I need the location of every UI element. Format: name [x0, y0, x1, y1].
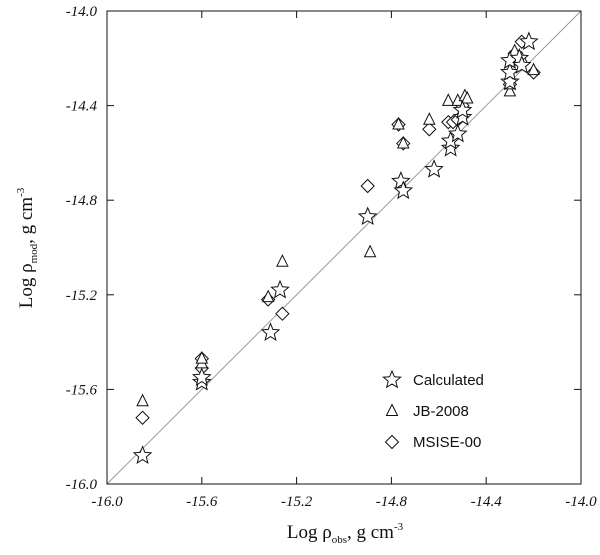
diamond-point — [360, 178, 375, 194]
legend-label-msise00: MSISE-00 — [413, 434, 481, 451]
y-axis-title: Log ρmod, g cm-3 — [15, 187, 40, 308]
star-point — [500, 62, 520, 81]
star-point — [424, 159, 444, 178]
x-tick-label: -16.0 — [91, 494, 123, 510]
star-point — [191, 367, 212, 386]
triangle-point — [136, 393, 149, 407]
axis-ticks: -16.0 -15.6 -15.2 -14.8 -14.4 -14.0 -16.0 -15.6… — [66, 4, 597, 510]
triangle-point — [276, 254, 289, 267]
legend-star-icon — [382, 369, 402, 389]
reference-line — [106, 10, 582, 485]
triangle-point — [503, 83, 517, 97]
star-point — [500, 71, 520, 91]
triangle-point — [392, 116, 405, 130]
y-tick-label: -14.0 — [66, 4, 98, 20]
y-tick-label: -15.2 — [66, 288, 98, 304]
star-point — [519, 31, 539, 51]
star-point — [447, 123, 468, 143]
triangle-point — [396, 135, 410, 149]
y-tick-label: -14.8 — [66, 193, 98, 209]
legend: Calculated JB-2008 MSISE-00 — [382, 369, 484, 451]
y-tick-label: -14.4 — [66, 99, 98, 115]
triangle-point — [261, 289, 275, 303]
star-point — [452, 107, 473, 126]
x-tick-label: -14.0 — [565, 494, 597, 510]
triangle-point — [195, 351, 209, 364]
triangle-point — [423, 112, 436, 125]
triangle-point — [527, 62, 540, 76]
x-tick-label: -15.2 — [281, 494, 313, 510]
star-point — [393, 180, 414, 200]
star-point — [440, 137, 461, 157]
legend-diamond-icon — [384, 434, 400, 450]
legend-label-jb2008: JB-2008 — [413, 403, 469, 420]
star-point — [391, 170, 411, 190]
triangle-point — [363, 244, 377, 258]
diamond-point — [275, 306, 290, 321]
diamond-point — [422, 122, 437, 137]
triangle-point — [460, 90, 474, 104]
x-tick-label: -14.4 — [471, 494, 503, 510]
legend-icons — [382, 369, 402, 450]
data-points — [132, 31, 541, 464]
star-point — [270, 279, 290, 299]
star-point — [511, 55, 532, 74]
x-axis-title: Log ρobs, g cm-3 — [287, 521, 404, 546]
plot-frame — [106, 10, 582, 485]
legend-label-calculated: Calculated — [413, 372, 484, 389]
star-point — [452, 99, 473, 119]
diamond-point — [135, 410, 150, 425]
x-tick-label: -14.8 — [376, 494, 408, 510]
y-tick-label: -15.6 — [66, 382, 98, 398]
x-tick-label: -15.6 — [186, 494, 218, 510]
star-point — [260, 322, 281, 341]
star-point — [132, 445, 153, 464]
triangle-point — [441, 93, 455, 106]
y-tick-label: -16.0 — [66, 477, 98, 493]
star-point — [357, 206, 378, 226]
legend-triangle-icon — [385, 403, 399, 416]
